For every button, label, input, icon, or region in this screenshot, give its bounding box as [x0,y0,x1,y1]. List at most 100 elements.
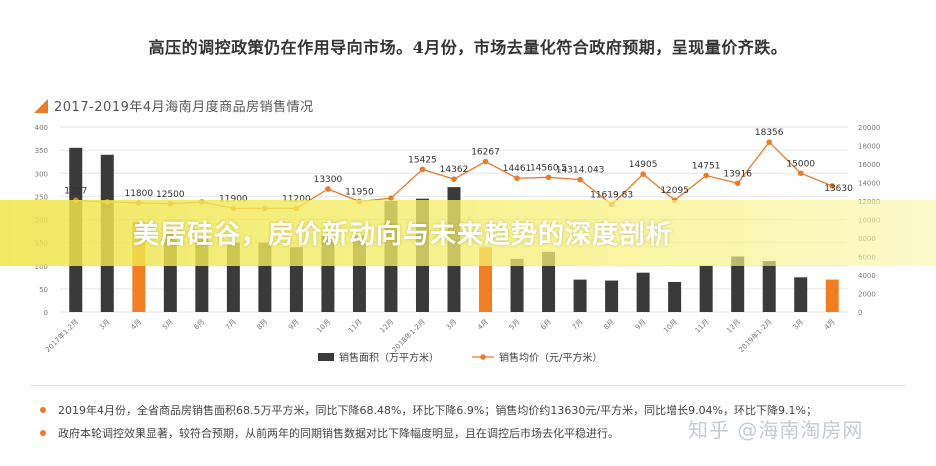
left-axis-tick-label: 100 [35,263,48,271]
right-axis-tick-label: 14000 [858,180,880,188]
bar [731,256,745,312]
price-data-label: 11950 [345,187,374,197]
x-axis-tick-label: 5月 [161,318,175,332]
price-data-label: 16267 [471,148,500,158]
x-axis-tick-label: 10月 [315,318,332,335]
price-point [419,166,426,173]
banner-text: 美居硅谷，房价新动向与未来趋势的深度剖析 [133,220,674,250]
right-axis-tick-label: 4000 [858,272,876,280]
price-point [577,176,583,183]
right-axis-tick-label: 0 [858,309,862,317]
x-axis-tick-label: 5月 [508,318,522,332]
x-axis-tick-label: 7月 [224,318,238,332]
x-axis-tick-label: 2019年1-2月 [737,317,774,354]
bar [668,281,682,312]
left-axis-tick-label: 300 [35,170,48,178]
headline: 高压的调控政策仍在作用导向市场。4月份，市场去量化符合政府预期，呈现量价齐跌。 [148,38,788,57]
price-data-label: 18356 [755,128,784,138]
divider [30,385,906,386]
x-axis-tick-label: 2018年1-2月 [390,317,427,354]
x-axis-tick-label: 3月 [791,318,805,332]
price-point [451,176,457,182]
bar [510,258,524,312]
left-axis-tick-label: 400 [35,124,48,132]
x-axis-tick-label: 3月 [98,318,112,332]
price-data-label: 14362 [440,165,469,175]
bar [573,279,587,312]
left-axis-tick-label: 250 [35,193,48,201]
price-data-label: 14314.043 [556,166,605,176]
note-item: 2019年4月份，全省商品房销售面积68.5万平方米，同比下降68.48%，环比… [40,402,817,418]
price-data-label: 13630 [824,184,853,194]
x-axis-tick-label: 7月 [571,318,585,332]
x-axis-tick-label: 12月 [378,318,395,335]
price-data-label: 11900 [219,194,248,204]
bar [542,251,556,312]
bar [762,261,776,312]
price-point [514,175,520,182]
overlay-banner [0,200,936,266]
x-axis-tick-label: 2017年1-2月 [43,317,80,354]
right-axis-tick-label: 16000 [858,161,880,169]
price-data-label: 11619.83 [590,191,633,201]
price-data-label: 12500 [156,190,185,200]
x-axis-tick-label: 3月 [445,318,459,332]
x-axis-tick-label: 11月 [694,318,711,335]
right-axis-tick-label: 2000 [858,291,876,299]
bullet-icon [40,407,46,413]
price-data-label: 13916 [723,169,752,179]
bar [825,279,839,312]
price-data-label: 12095 [660,186,689,196]
price-data-label: 15425 [408,155,437,165]
price-point [766,139,772,146]
price-data-label: 11200 [282,194,311,204]
left-axis-tick-label: 50 [39,286,48,294]
price-data-label: 1207 [64,186,87,196]
price-data-label: 11800 [124,189,153,199]
x-axis-tick-label: 8月 [256,318,270,332]
price-point [482,158,489,165]
legend-label: 销售均价（元/平方米） [499,351,602,364]
left-axis-tick-label: 350 [35,147,48,155]
price-data-label: 14560.5 [530,163,567,173]
bar [636,272,650,312]
x-axis-tick-label: 11月 [347,318,364,335]
price-data-label: 14751 [692,162,721,172]
note-text: 政府本轮调控效果显著，较符合预期，从前两年的同期销售数据对比下降幅度明显，且在调… [58,427,619,440]
right-axis-tick-label: 20000 [858,124,880,132]
price-data-label: 15000 [786,159,815,169]
chart-title: 2017-2019年4月海南月度商品房销售情况 [54,100,314,115]
price-point [797,170,804,177]
left-axis-tick-label: 0 [44,309,48,317]
sales-chart: 0501001502002503003504000200040006000800… [35,124,881,364]
right-axis-tick-label: 18000 [858,143,880,151]
price-data-label: 14461 [503,164,532,174]
note-item: 政府本轮调控效果显著，较符合预期，从前两年的同期销售数据对比下降幅度明显，且在调… [40,425,619,441]
x-axis-tick-label: 10月 [662,318,679,335]
price-point [545,174,552,181]
bullet-icon [40,430,46,436]
x-axis-tick-label: 4月 [476,318,490,332]
x-axis-tick-label: 6月 [539,318,553,332]
x-axis-tick-label: 8月 [602,318,616,332]
price-data-label: 13300 [314,175,343,185]
x-axis-tick-label: 6月 [192,318,206,332]
bar [794,277,808,312]
x-axis-tick-label: 4月 [129,318,143,332]
chart-title-row: 2017-2019年4月海南月度商品房销售情况 [34,96,314,115]
x-axis-tick-label: 9月 [634,318,648,332]
price-point [640,171,646,177]
price-point [388,195,394,202]
price-point [703,172,709,179]
price-data-label: 14905 [629,160,658,170]
legend-label: 销售面积（万平方米） [339,351,439,364]
watermark: 知乎 @海南淘房网 [688,418,864,442]
legend-bar-swatch [318,353,334,361]
x-axis-tick-label: 12月 [725,318,742,335]
x-axis-tick-label: 9月 [287,318,301,332]
price-point [325,186,331,192]
x-axis-tick-label: 4月 [823,318,837,332]
legend-line-marker [480,354,486,360]
price-point [829,183,836,189]
bar [699,265,713,312]
